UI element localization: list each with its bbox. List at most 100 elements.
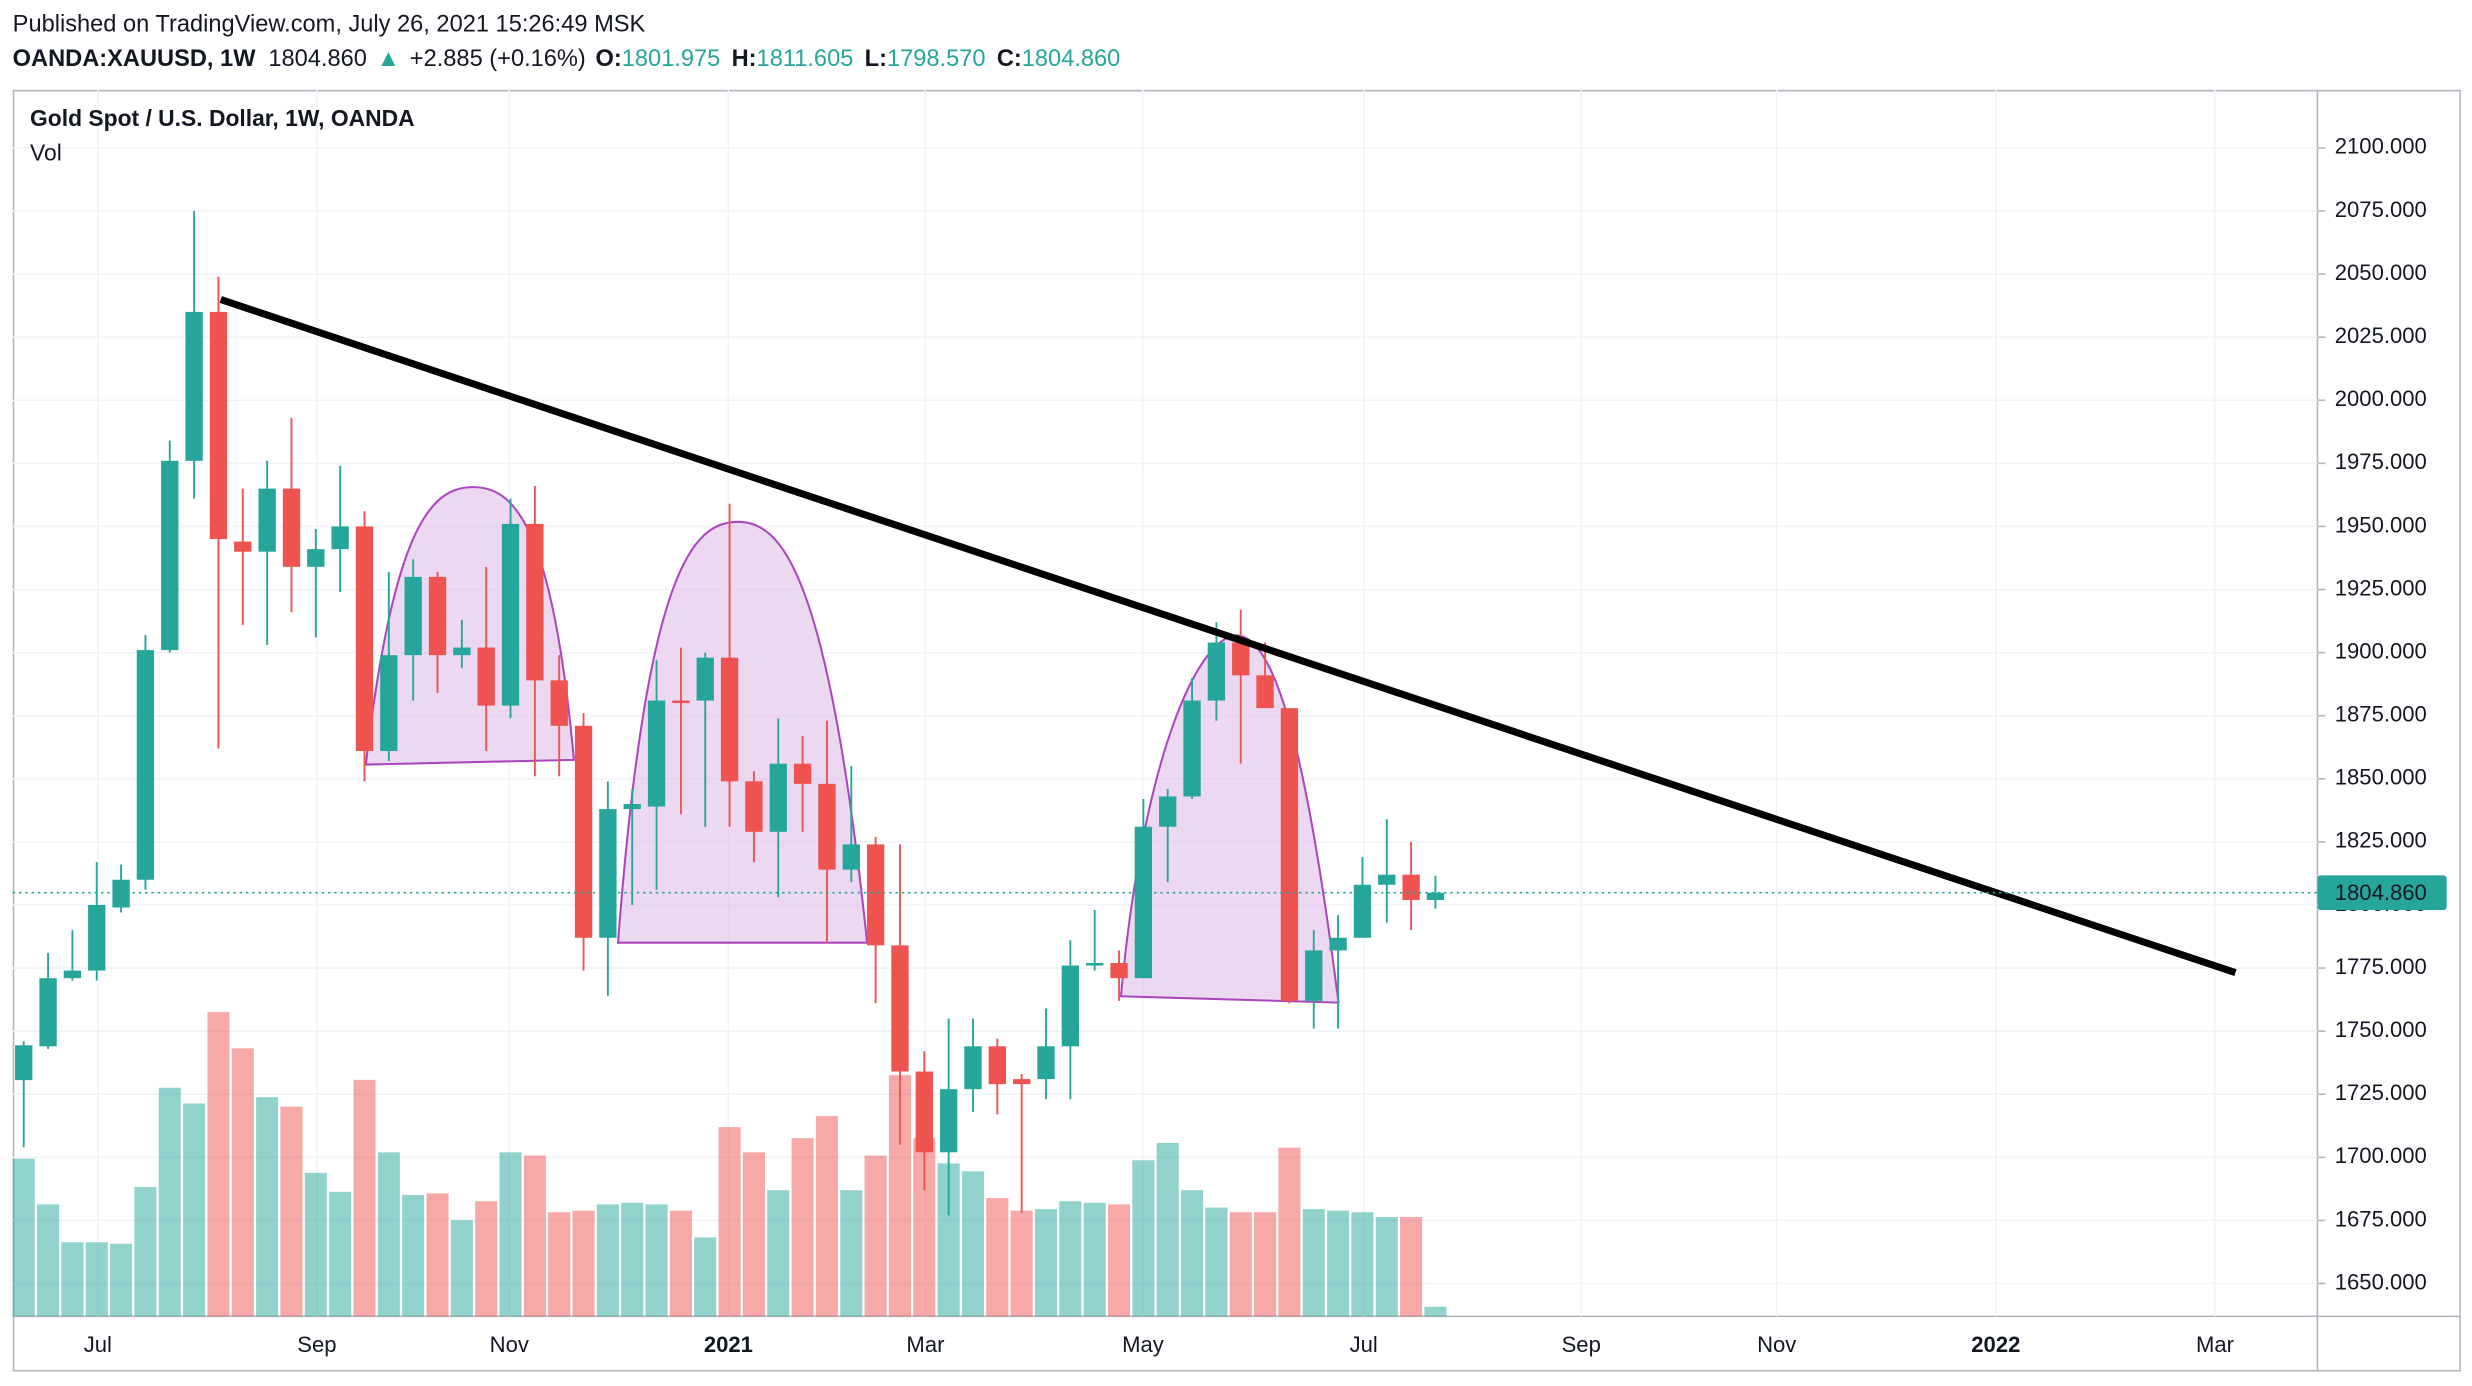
candle-body [355, 526, 374, 752]
candle-body [696, 657, 714, 701]
volume-bar [523, 1155, 546, 1317]
candle-body [1134, 826, 1153, 979]
volume-bar [1424, 1306, 1447, 1317]
candle-body [161, 460, 179, 651]
x-tick-label: Jul [1350, 1332, 1378, 1357]
y-tick-label: 1825.000 [2335, 828, 2427, 853]
y-tick-label: 1750.000 [2335, 1017, 2427, 1042]
last-price-label: 1804.860 [2335, 880, 2427, 905]
candle-body [1353, 884, 1372, 938]
high-value: 1811.605 [757, 46, 854, 72]
volume-bar [1400, 1217, 1423, 1317]
volume-bar [12, 1158, 35, 1317]
candle-body [1086, 963, 1104, 966]
volume-bar [377, 1152, 400, 1317]
candle-body [1110, 963, 1128, 979]
y-tick-label: 2050.000 [2335, 260, 2427, 285]
candle-body [428, 576, 447, 656]
volume-bar [548, 1212, 571, 1317]
candle-body [477, 647, 495, 706]
volume-bar [1083, 1202, 1106, 1317]
y-tick-label: 2000.000 [2335, 386, 2427, 411]
y-tick-label: 2100.000 [2335, 134, 2427, 159]
x-tick-label: Sep [297, 1332, 336, 1357]
volume-bar [791, 1138, 814, 1317]
volume-pane [12, 1012, 1447, 1317]
volume-bar [1010, 1210, 1033, 1317]
volume-bar [1327, 1210, 1350, 1317]
volume-bar [961, 1171, 985, 1317]
y-tick-label: 1650.000 [2335, 1269, 2427, 1294]
volume-bar [718, 1127, 741, 1317]
candle-body [818, 783, 836, 870]
candle-body [15, 1045, 33, 1081]
volume-bar [1351, 1212, 1374, 1317]
volume-bar [183, 1103, 206, 1317]
close-label: C: [997, 46, 1022, 72]
last-price: 1804.860 [268, 46, 367, 72]
volume-bar [1059, 1201, 1082, 1317]
volume-bar [85, 1242, 108, 1317]
candle-body [915, 1071, 933, 1153]
y-tick-label: 1875.000 [2335, 702, 2427, 727]
volume-bar [767, 1190, 790, 1317]
candle-body [1378, 874, 1396, 885]
y-tick-label: 2075.000 [2335, 197, 2427, 222]
volume-bar [231, 1048, 254, 1317]
volume-bar [1156, 1142, 1179, 1317]
legend-volume: Vol [30, 140, 62, 166]
y-tick-label: 1700.000 [2335, 1143, 2427, 1168]
candles [15, 210, 1445, 1216]
candle-body [209, 311, 228, 540]
volume-bar [864, 1155, 887, 1317]
volume-bar [1205, 1207, 1228, 1317]
arc-pattern [364, 486, 576, 766]
volume-bar [158, 1087, 181, 1317]
x-tick-label: Nov [1757, 1332, 1796, 1357]
volume-bar [1278, 1147, 1301, 1317]
last-price-box [2317, 875, 2447, 911]
candle-body [550, 680, 568, 726]
volume-bar [1254, 1212, 1277, 1317]
candle-body [647, 700, 666, 807]
candle-body [769, 763, 787, 832]
high-label: H: [732, 46, 757, 72]
y-tick-label: 1675.000 [2335, 1206, 2427, 1231]
volume-bar [1034, 1209, 1058, 1317]
volume-bar [1302, 1209, 1325, 1317]
candle-body [282, 488, 301, 567]
x-tick-label: May [1122, 1332, 1164, 1357]
candle-body [793, 763, 812, 784]
volume-bar [645, 1204, 668, 1317]
candle-body [1426, 892, 1445, 900]
y-tick-label: 2025.000 [2335, 323, 2427, 348]
candle-body [1012, 1079, 1031, 1085]
open-label: O: [596, 46, 622, 72]
candle-body [307, 549, 325, 567]
arc-pattern [616, 520, 869, 944]
candle-body [453, 647, 471, 656]
volume-bar [572, 1210, 595, 1317]
candle-body [331, 526, 349, 550]
candle-body [672, 700, 690, 704]
candle-body [623, 804, 641, 810]
candle-body [63, 970, 82, 979]
candle-body [1305, 950, 1323, 1001]
volume-bar [840, 1190, 863, 1317]
volume-bar [402, 1194, 425, 1317]
candle-body [258, 488, 276, 552]
volume-bar [256, 1097, 279, 1317]
volume-bar [450, 1220, 473, 1317]
candle-body [939, 1089, 958, 1153]
candle-body [1183, 700, 1201, 797]
x-tick-label: Mar [2196, 1332, 2234, 1357]
x-tick-label: Jul [84, 1332, 112, 1357]
volume-bar [1132, 1160, 1155, 1317]
candle-body [39, 978, 57, 1047]
candle-body [526, 523, 544, 681]
candle-body [136, 650, 155, 880]
candle-body [988, 1046, 1006, 1085]
volume-bar [1107, 1204, 1131, 1317]
volume-bar [1375, 1217, 1398, 1317]
